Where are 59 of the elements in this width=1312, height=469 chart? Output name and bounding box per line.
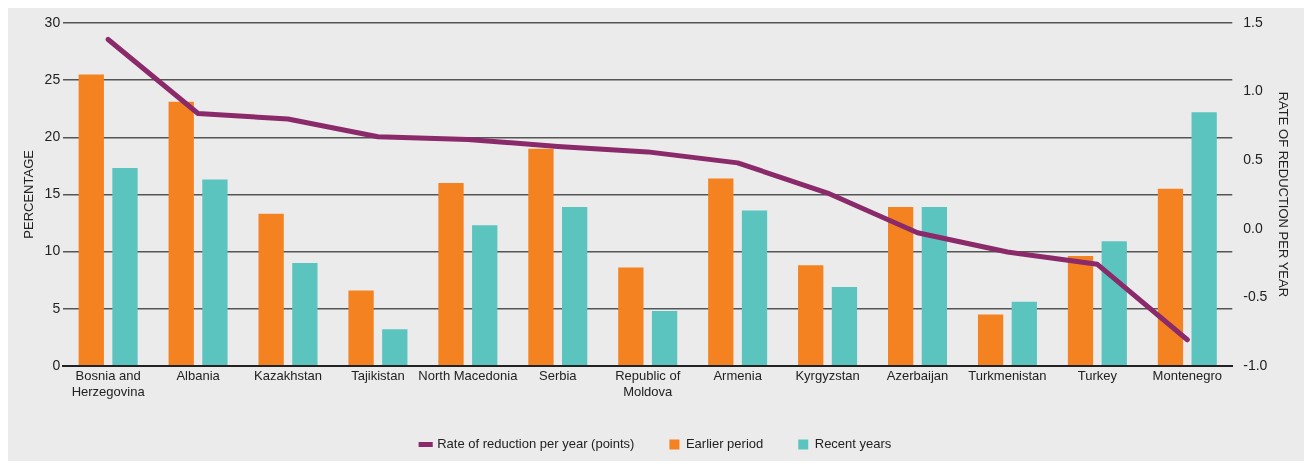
bar (382, 329, 408, 366)
legend-label: Recent years (814, 436, 892, 452)
y-tick-label: 15 (44, 185, 61, 202)
x-tick-label: Kyrgyzstan (795, 368, 860, 384)
category-label: Bosnia and (75, 368, 141, 384)
bar (921, 206, 948, 366)
bar (651, 310, 678, 366)
bar (562, 206, 588, 366)
y-tick-label: 25 (44, 70, 61, 87)
x-tick-label: Kazakhstan (254, 368, 322, 384)
y-tick-label: 5 (52, 299, 61, 316)
y2-tick-label: 1.5 (1243, 13, 1263, 30)
bar (202, 179, 228, 366)
y2-tick-label: 0.0 (1243, 219, 1263, 236)
category-label: Herzegovina (71, 383, 145, 399)
bar (831, 286, 858, 366)
bar (348, 290, 374, 366)
category-label: Moldova (623, 383, 673, 399)
bar (112, 168, 138, 366)
bar (168, 101, 194, 366)
bar (1067, 256, 1094, 366)
x-tick-label: Montenegro (1152, 368, 1223, 384)
x-tick-label: Serbia (539, 368, 578, 384)
y2-tick-label: -1.0 (1243, 356, 1268, 373)
bar (798, 265, 824, 366)
x-tick-label: Tajikistan (351, 368, 405, 384)
bar (258, 213, 284, 366)
bar (78, 74, 104, 366)
bar (1191, 112, 1217, 366)
bar (528, 148, 554, 366)
bar (618, 267, 644, 366)
bar (1011, 301, 1037, 366)
y-tick-label: 30 (44, 13, 61, 30)
x-tick-label: North Macedonia (418, 368, 519, 384)
y-axis-title: PERCENTAGE (21, 149, 37, 239)
y2-tick-label: 1.0 (1243, 82, 1263, 99)
x-tick-label: Turkmenistan (968, 368, 1047, 384)
x-tick-label: Turkey (1077, 368, 1118, 384)
y2-tick-label: 0.5 (1243, 150, 1263, 167)
bar (1101, 241, 1127, 366)
bar (888, 206, 914, 366)
y-tick-label: 10 (44, 242, 61, 259)
bar (977, 314, 1004, 366)
bar (741, 210, 768, 366)
bar (292, 262, 318, 366)
x-tick-label: Armenia (713, 368, 763, 384)
x-tick-label: Azerbaijan (886, 368, 949, 384)
bar (472, 225, 498, 366)
y2-axis-title: RATE OF REDUCTION PER YEAR (1275, 91, 1291, 298)
category-label: Republic of (615, 368, 681, 384)
y-tick-label: 20 (44, 128, 61, 145)
x-tick-label: Albania (176, 368, 221, 384)
y2-tick-label: -0.5 (1243, 288, 1268, 305)
y-tick-label: 0 (52, 356, 61, 373)
legend-label: Earlier period (685, 436, 764, 452)
bar (438, 182, 464, 366)
bar (708, 178, 734, 366)
legend-label: Rate of reduction per year (points) (437, 436, 635, 452)
bar (1157, 188, 1184, 366)
